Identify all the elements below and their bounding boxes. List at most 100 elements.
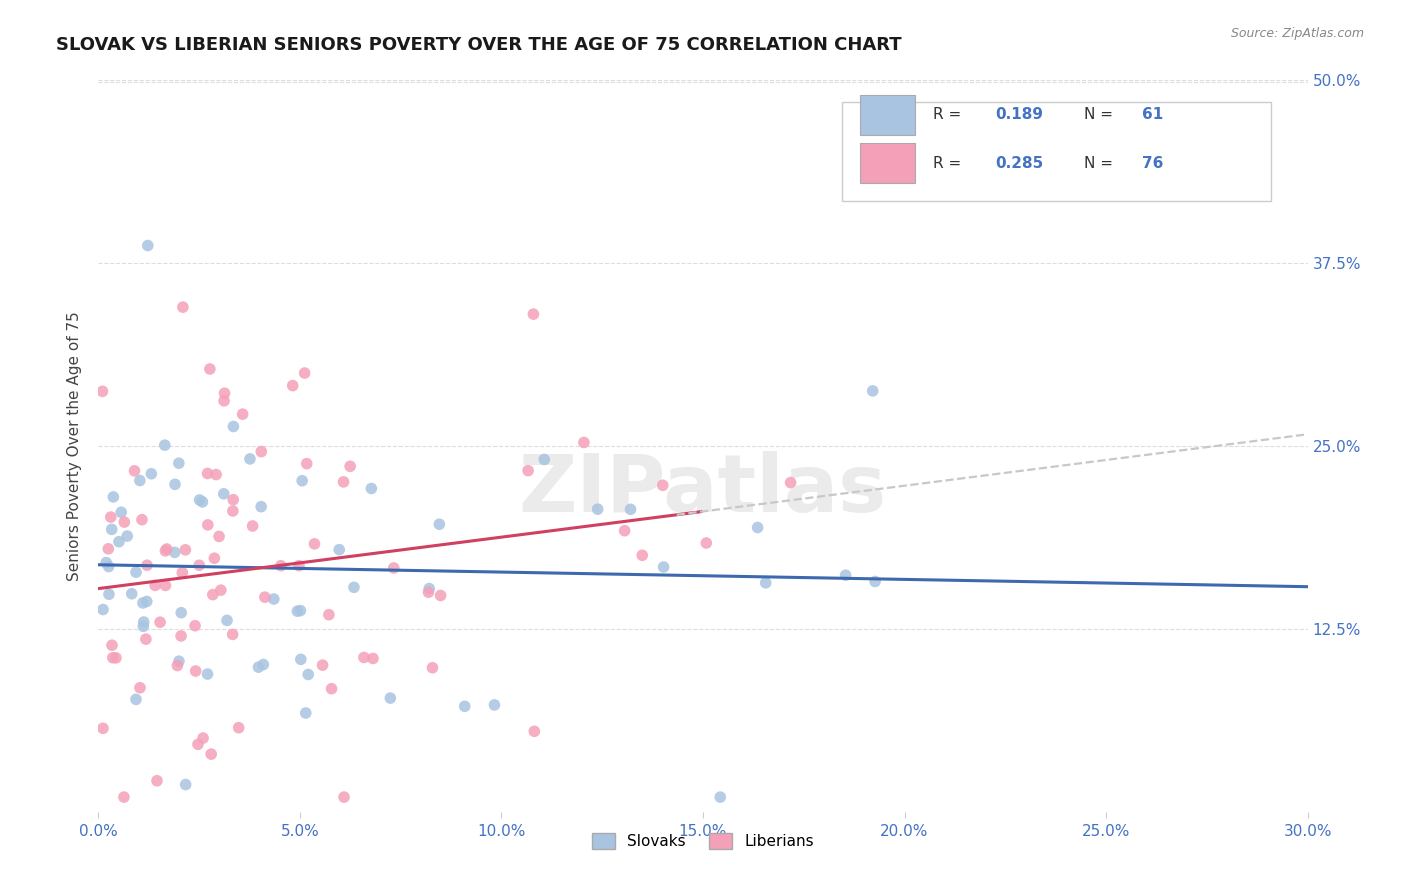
Point [149,615,172,630]
Point [170,629,193,643]
Text: R =: R = [932,155,966,170]
Point [174,542,197,557]
Point [200,747,222,761]
Point [295,457,318,471]
Point [332,475,354,489]
Point [339,459,361,474]
Point [197,467,219,481]
Point [418,582,440,596]
Point [318,607,340,622]
Point [631,549,654,563]
Text: N =: N = [1084,107,1118,122]
Point [533,452,555,467]
Point [163,477,186,491]
Point [429,589,451,603]
Point [222,419,245,434]
Text: 76: 76 [1142,155,1163,170]
Point [619,502,641,516]
Point [288,558,311,573]
Point [143,578,166,592]
Point [380,691,402,706]
Point [108,534,131,549]
Point [97,541,120,556]
Point [221,627,243,641]
Point [253,590,276,604]
Point [128,474,150,488]
Point [129,681,152,695]
Point [747,520,769,534]
Legend: Slovaks, Liberians: Slovaks, Liberians [586,827,820,855]
Text: SLOVAK VS LIBERIAN SENIORS POVERTY OVER THE AGE OF 75 CORRELATION CHART: SLOVAK VS LIBERIAN SENIORS POVERTY OVER … [56,36,901,54]
Point [422,661,444,675]
Point [191,495,214,509]
Point [96,556,118,570]
Text: 0.189: 0.189 [995,107,1043,122]
Point [247,660,270,674]
Point [250,444,273,458]
Text: 61: 61 [1142,107,1163,122]
Point [100,522,122,536]
Point [834,568,856,582]
Point [153,438,176,452]
Point [304,537,326,551]
Point [112,515,135,529]
Point [184,618,207,632]
Point [209,583,232,598]
Point [112,790,135,805]
FancyBboxPatch shape [860,95,915,135]
Point [214,386,236,401]
Point [187,737,209,751]
Point [100,510,122,524]
Point [361,651,384,665]
FancyBboxPatch shape [842,103,1271,201]
Point [197,517,219,532]
Point [232,407,254,421]
Point [212,393,235,408]
Point [294,366,316,380]
Point [117,529,139,543]
Point [651,478,673,492]
Point [132,596,155,610]
Point [166,658,188,673]
Point [222,492,245,507]
Point [333,790,356,805]
Point [136,558,159,573]
Point [613,524,636,538]
Point [291,474,314,488]
Point [863,574,886,589]
Point [270,558,292,573]
Point [321,681,343,696]
Point [155,544,177,558]
Text: N =: N = [1084,155,1118,170]
Point [104,651,127,665]
Point [135,632,157,647]
Point [156,541,179,556]
Point [188,558,211,573]
Point [250,500,273,514]
Point [146,773,169,788]
Point [311,658,333,673]
Point [91,602,114,616]
Point [709,790,731,805]
Point [124,464,146,478]
Point [163,545,186,559]
Point [132,619,155,633]
Point [174,778,197,792]
Point [242,519,264,533]
Point [287,604,309,618]
Text: Source: ZipAtlas.com: Source: ZipAtlas.com [1230,27,1364,40]
Point [454,699,477,714]
Point [103,490,125,504]
Point [167,456,190,470]
Point [121,587,143,601]
Point [202,551,225,566]
Point [135,594,157,608]
Point [136,238,159,252]
Point [222,504,245,518]
Point [572,435,595,450]
Point [201,588,224,602]
Point [125,692,148,706]
Point [205,467,228,482]
Point [155,578,177,592]
Point [101,650,124,665]
